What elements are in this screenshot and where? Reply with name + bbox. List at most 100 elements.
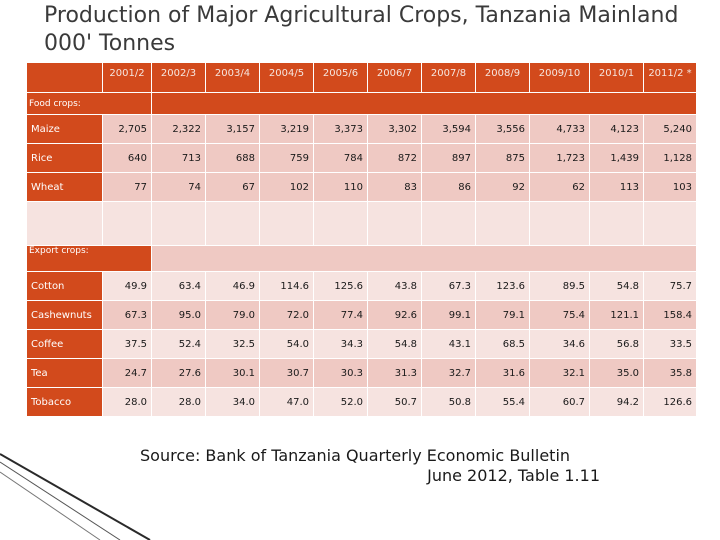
table-cell: 75.7 <box>643 271 697 301</box>
table-cell: 52.4 <box>151 329 206 359</box>
spacer-cell <box>151 201 206 246</box>
table-cell: 37.5 <box>102 329 152 359</box>
table-cell: 60.7 <box>529 387 590 417</box>
table-cell: 79.0 <box>205 300 260 330</box>
table-cell: 43.1 <box>421 329 476 359</box>
table-row: Cashewnuts 67.3 95.0 79.0 72.0 77.4 92.6 99.1 79… <box>26 300 697 330</box>
table-cell: 113 <box>589 172 644 202</box>
table-cell: 92.6 <box>367 300 422 330</box>
table-cell: 30.7 <box>259 358 314 388</box>
table-cell: 33.5 <box>643 329 697 359</box>
table-cell: 28.0 <box>151 387 206 417</box>
spacer-row <box>26 201 697 246</box>
table-cell: 99.1 <box>421 300 476 330</box>
table-cell: 24.7 <box>102 358 152 388</box>
spacer-cell <box>421 201 476 246</box>
table-cell: 52.0 <box>313 387 368 417</box>
spacer-cell <box>205 201 260 246</box>
table-cell: 713 <box>151 143 206 173</box>
table-cell: 30.3 <box>313 358 368 388</box>
table-cell: 79.1 <box>475 300 530 330</box>
table-cell: 3,219 <box>259 114 314 144</box>
column-header: 2005/6 <box>313 62 368 93</box>
section-row-food: Food crops: <box>26 92 697 115</box>
row-label: Coffee <box>26 329 103 359</box>
row-label: Wheat <box>26 172 103 202</box>
column-header: 2002/3 <box>151 62 206 93</box>
table-cell: 54.0 <box>259 329 314 359</box>
column-header: 2009/10 <box>529 62 590 93</box>
table-cell: 3,373 <box>313 114 368 144</box>
table-cell: 3,594 <box>421 114 476 144</box>
table-cell: 3,556 <box>475 114 530 144</box>
column-header: 2011/2 * <box>643 62 697 93</box>
header-row: 2001/2 2002/3 2003/4 2004/5 2005/6 2006/… <box>26 62 697 93</box>
table-cell: 68.5 <box>475 329 530 359</box>
spacer-cell <box>529 201 590 246</box>
table-row: Cotton 49.9 63.4 46.9 114.6 125.6 43.8 67.3 123.… <box>26 271 697 301</box>
table-cell: 872 <box>367 143 422 173</box>
table-cell: 110 <box>313 172 368 202</box>
section-row-export: Export crops: <box>26 245 697 272</box>
swoosh-line-3 <box>0 471 101 540</box>
table-cell: 34.3 <box>313 329 368 359</box>
table-cell: 3,302 <box>367 114 422 144</box>
table-cell: 35.0 <box>589 358 644 388</box>
table-cell: 35.8 <box>643 358 697 388</box>
table-cell: 50.7 <box>367 387 422 417</box>
table-cell: 4,123 <box>589 114 644 144</box>
table-cell: 125.6 <box>313 271 368 301</box>
table-cell: 103 <box>643 172 697 202</box>
column-header: 2001/2 <box>102 62 152 93</box>
swoosh-line-1 <box>0 453 151 540</box>
table-cell: 77.4 <box>313 300 368 330</box>
table-cell: 34.6 <box>529 329 590 359</box>
table-cell: 2,705 <box>102 114 152 144</box>
table-cell: 31.6 <box>475 358 530 388</box>
table-cell: 640 <box>102 143 152 173</box>
decorative-swoosh <box>0 450 151 540</box>
table-cell: 56.8 <box>589 329 644 359</box>
spacer-cell <box>313 201 368 246</box>
header-corner <box>26 62 103 93</box>
table-cell: 67.3 <box>102 300 152 330</box>
table-row: Tobacco 28.0 28.0 34.0 47.0 52.0 50.7 50.8 55.4 6… <box>26 387 697 417</box>
table-cell: 50.8 <box>421 387 476 417</box>
table-row: Wheat 77 74 67 102 110 83 86 92 62 113 103 <box>26 172 697 202</box>
table-cell: 55.4 <box>475 387 530 417</box>
table-cell: 72.0 <box>259 300 314 330</box>
table-cell: 30.1 <box>205 358 260 388</box>
column-header: 2010/1 <box>589 62 644 93</box>
row-label: Maize <box>26 114 103 144</box>
crop-production-table: 2001/2 2002/3 2003/4 2004/5 2005/6 2006/… <box>26 62 697 417</box>
table-cell: 114.6 <box>259 271 314 301</box>
spacer-cell <box>643 201 697 246</box>
table-cell: 1,128 <box>643 143 697 173</box>
table-cell: 63.4 <box>151 271 206 301</box>
table-cell: 897 <box>421 143 476 173</box>
table-cell: 1,723 <box>529 143 590 173</box>
section-fill <box>151 92 697 115</box>
table-cell: 83 <box>367 172 422 202</box>
table-cell: 875 <box>475 143 530 173</box>
table-cell: 688 <box>205 143 260 173</box>
table-cell: 5,240 <box>643 114 697 144</box>
table-cell: 759 <box>259 143 314 173</box>
spacer-cell <box>589 201 644 246</box>
table-cell: 102 <box>259 172 314 202</box>
column-header: 2004/5 <box>259 62 314 93</box>
table-cell: 4,733 <box>529 114 590 144</box>
column-header: 2008/9 <box>475 62 530 93</box>
column-header: 2007/8 <box>421 62 476 93</box>
table-row: Maize 2,705 2,322 3,157 3,219 3,373 3,302 3,594… <box>26 114 697 144</box>
table-cell: 46.9 <box>205 271 260 301</box>
table-cell: 28.0 <box>102 387 152 417</box>
table-cell: 54.8 <box>589 271 644 301</box>
table-cell: 92 <box>475 172 530 202</box>
table-cell: 75.4 <box>529 300 590 330</box>
source-line-1: Source: Bank of Tanzania Quarterly Econo… <box>140 446 571 465</box>
spacer-cell <box>26 201 103 246</box>
table-cell: 784 <box>313 143 368 173</box>
source-note: Source: Bank of Tanzania Quarterly Econo… <box>140 446 610 486</box>
table-cell: 32.7 <box>421 358 476 388</box>
